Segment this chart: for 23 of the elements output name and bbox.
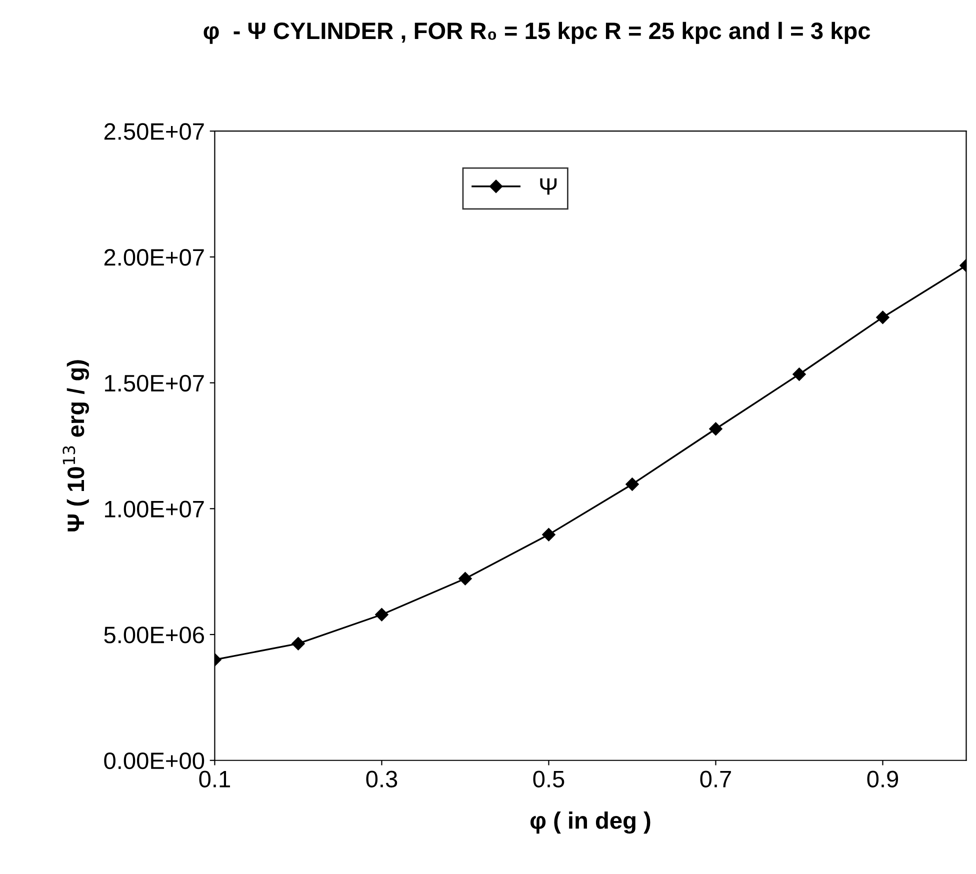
x-tick-label: 0.9 [867,770,898,788]
point [876,310,890,324]
y-tick-label: 2.50E+07 [104,123,204,140]
x-tick-label: 0.3 [366,770,398,788]
point [792,368,806,381]
legend-label: Ψ [540,178,557,195]
point [292,637,305,650]
y-tick-label: 5.00E+06 [104,626,204,644]
chart-title: φ - Ψ CYLINDER , FOR R₀ = 15 kpc R = 25 kpc and l = 3 kpc [204,22,870,44]
y-tick-label: 1.00E+07 [105,500,204,518]
y-tick-label: 0.00E+00 [104,752,204,770]
x-tick-label: 0.1 [199,770,230,788]
point [542,528,556,542]
x-tick-label: 0.7 [700,770,731,788]
x-axis-title: φ ( in deg ) [530,812,650,834]
point [626,478,639,491]
point [458,572,472,586]
x-tick-label: 0.5 [533,770,564,788]
y-tick-label: 2.00E+07 [104,249,204,266]
y-axis-title: Ψ ( 10$^{13}$ erg / g) [62,360,89,532]
point [709,422,722,436]
point [375,608,388,622]
y-tick-label: 1.50E+07 [105,374,204,392]
